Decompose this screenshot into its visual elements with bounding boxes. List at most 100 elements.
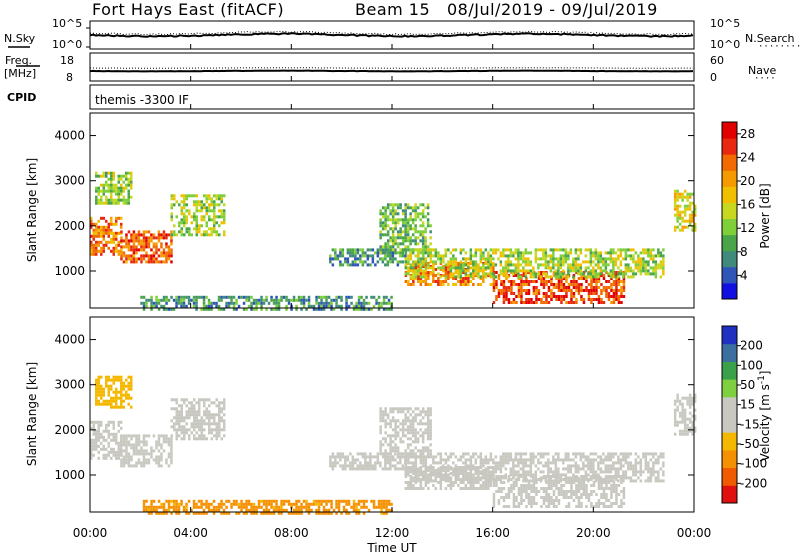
data-cell [607,481,611,484]
data-cell [452,470,455,474]
data-cell [597,260,600,264]
data-cell [170,233,173,237]
data-cell [351,254,355,258]
data-cell [659,455,663,459]
data-cell [519,254,523,258]
data-cell [459,277,463,280]
data-cell [587,499,591,502]
data-cell [205,410,208,414]
data-cell [412,269,415,273]
data-cell [439,461,443,465]
data-cell [242,502,246,506]
data-cell [102,429,105,433]
data-cell [472,269,475,273]
data-cell [372,502,376,506]
data-cell [135,248,138,252]
data-cell [409,407,412,411]
data-cell [396,242,400,246]
data-cell [602,490,606,493]
data-cell [545,283,548,286]
data-cell [380,508,383,512]
data-cell [218,407,221,411]
data-cell [472,476,475,480]
data-cell [659,266,663,270]
data-cell [681,210,684,214]
data-cell [409,484,413,487]
data-cell [492,263,495,267]
data-cell [367,307,371,311]
data-cell [532,289,536,292]
data-cell [477,475,480,478]
data-cell [341,464,345,468]
data-cell [203,194,206,198]
data-cell [331,464,335,468]
data-cell [477,455,480,459]
data-cell [140,295,143,299]
data-cell [95,429,98,433]
data-cell [500,283,503,286]
data-cell [427,476,430,480]
data-cell [97,201,100,205]
data-cell [110,201,113,205]
data-cell [647,263,650,267]
data-cell [512,251,515,255]
data-cell [150,511,153,515]
data-cell [590,286,593,289]
data-cell [537,490,541,493]
data-cell [574,263,578,267]
data-cell [617,484,621,487]
data-cell [150,248,153,252]
data-cell [275,499,278,503]
colorbar-swatch [722,234,737,252]
data-cell [688,429,692,433]
data-cell [175,437,178,441]
data-cell [419,248,423,252]
data-cell [525,496,528,499]
data-cell [602,301,606,304]
data-cell [125,446,128,450]
data-cell [127,230,131,234]
data-cell [396,407,400,411]
data-cell [629,257,633,261]
data-cell [502,283,506,286]
data-cell [492,275,495,279]
data-cell [379,221,382,225]
data-cell [223,209,226,213]
data-cell [424,422,427,426]
data-cell [90,240,93,244]
data-cell [110,222,113,226]
data-cell [447,484,450,487]
data-cell [170,254,173,258]
data-cell [580,496,583,499]
data-cell [592,289,596,292]
data-cell [552,484,556,487]
data-cell [535,490,538,493]
data-cell [105,384,108,388]
data-cell [389,203,392,207]
data-cell [681,414,684,418]
data-cell [404,230,407,234]
data-cell [474,248,478,252]
data-cell [529,473,533,477]
data-cell [389,437,392,441]
data-cell [412,266,415,270]
data-cell [416,413,420,417]
data-cell [426,407,430,411]
data-cell [399,242,402,246]
data-cell [391,233,395,237]
data-cell [285,307,288,311]
data-cell [567,263,570,267]
data-cell [250,508,253,512]
data-cell [381,245,385,249]
data-cell [381,212,385,216]
data-cell [394,221,397,225]
colorbar-frame [721,121,738,300]
data-cell [360,304,363,308]
data-cell [391,428,395,432]
data-cell [482,266,485,270]
data-cell [499,470,503,474]
data-cell [504,476,508,480]
data-cell [208,233,211,237]
data-cell [487,481,490,484]
data-cell [544,476,548,480]
